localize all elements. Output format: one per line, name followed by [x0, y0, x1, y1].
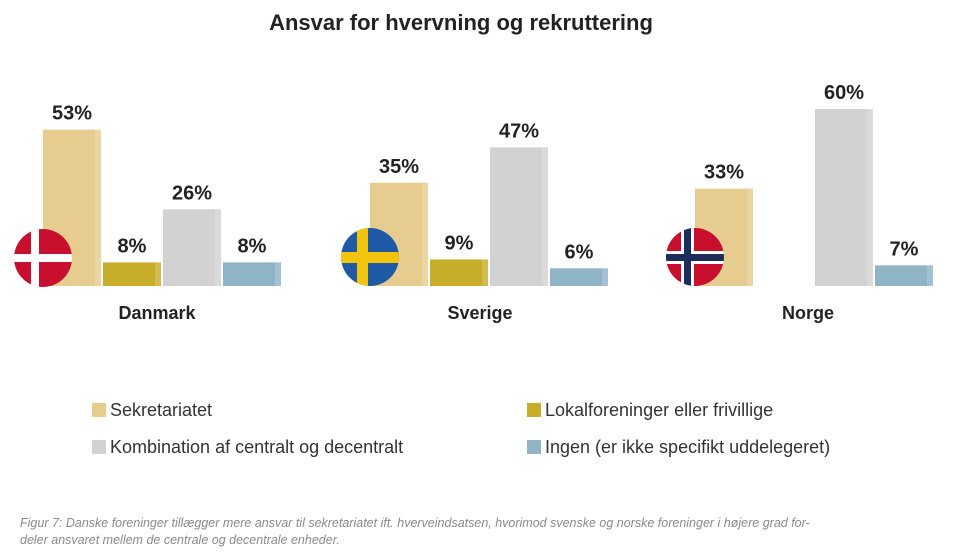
value-label-norge-kombination: 60% — [824, 82, 864, 104]
legend-label-kombination: Kombination af centralt og decentralt — [110, 437, 403, 457]
chart-title: Ansvar for hvervning og rekruttering — [269, 10, 653, 35]
value-label-norge-ingen: 7% — [890, 238, 919, 260]
value-label-danmark-lokalforeninger: 8% — [118, 235, 147, 257]
value-label-sverige-sekretariatet: 35% — [379, 156, 419, 178]
value-label-danmark-sekretariatet: 53% — [52, 103, 92, 125]
legend-swatch-ingen — [527, 440, 541, 454]
category-label-danmark: Danmark — [118, 303, 196, 323]
value-label-norge-sekretariatet: 33% — [704, 162, 744, 184]
value-label-danmark-kombination: 26% — [172, 182, 212, 204]
category-label-norge: Norge — [782, 303, 834, 323]
legend: Sekretariatet Lokalforeninger eller friv… — [92, 400, 830, 457]
bar-norge-kombination — [815, 109, 873, 286]
bar-danmark-ingen — [223, 262, 281, 286]
flags-layer — [14, 228, 724, 287]
value-labels-layer: 53% 8% 26% 8% 35% 9% 47% 6% 33% 60% 7% — [52, 82, 919, 263]
caption-line-2: deler ansvaret mellem de centrale og dec… — [20, 533, 340, 547]
bar-sverige-kombination — [490, 147, 548, 286]
value-label-danmark-ingen: 8% — [238, 235, 267, 257]
category-label-sverige: Sverige — [447, 303, 512, 323]
bar-sverige-lokalforeninger — [430, 259, 488, 286]
legend-label-sekretariatet: Sekretariatet — [110, 400, 212, 420]
sweden-flag-icon — [341, 228, 399, 286]
legend-label-lokalforeninger: Lokalforeninger eller frivillige — [545, 400, 773, 420]
legend-swatch-sekretariatet — [92, 403, 106, 417]
bar-danmark-lokalforeninger — [103, 262, 161, 286]
bar-norge-ingen — [875, 265, 933, 286]
bar-danmark-kombination — [163, 209, 221, 286]
caption-line-1: Figur 7: Danske foreninger tillægger mer… — [20, 516, 810, 530]
value-label-sverige-kombination: 47% — [499, 120, 539, 142]
bar-sverige-ingen — [550, 268, 608, 286]
legend-swatch-lokalforeninger — [527, 403, 541, 417]
value-label-sverige-lokalforeninger: 9% — [445, 232, 474, 254]
legend-label-ingen: Ingen (er ikke specifikt uddelegeret) — [545, 437, 830, 457]
value-label-sverige-ingen: 6% — [565, 241, 594, 263]
norway-flag-icon — [666, 228, 724, 286]
legend-swatch-kombination — [92, 440, 106, 454]
denmark-flag-icon — [14, 229, 72, 287]
